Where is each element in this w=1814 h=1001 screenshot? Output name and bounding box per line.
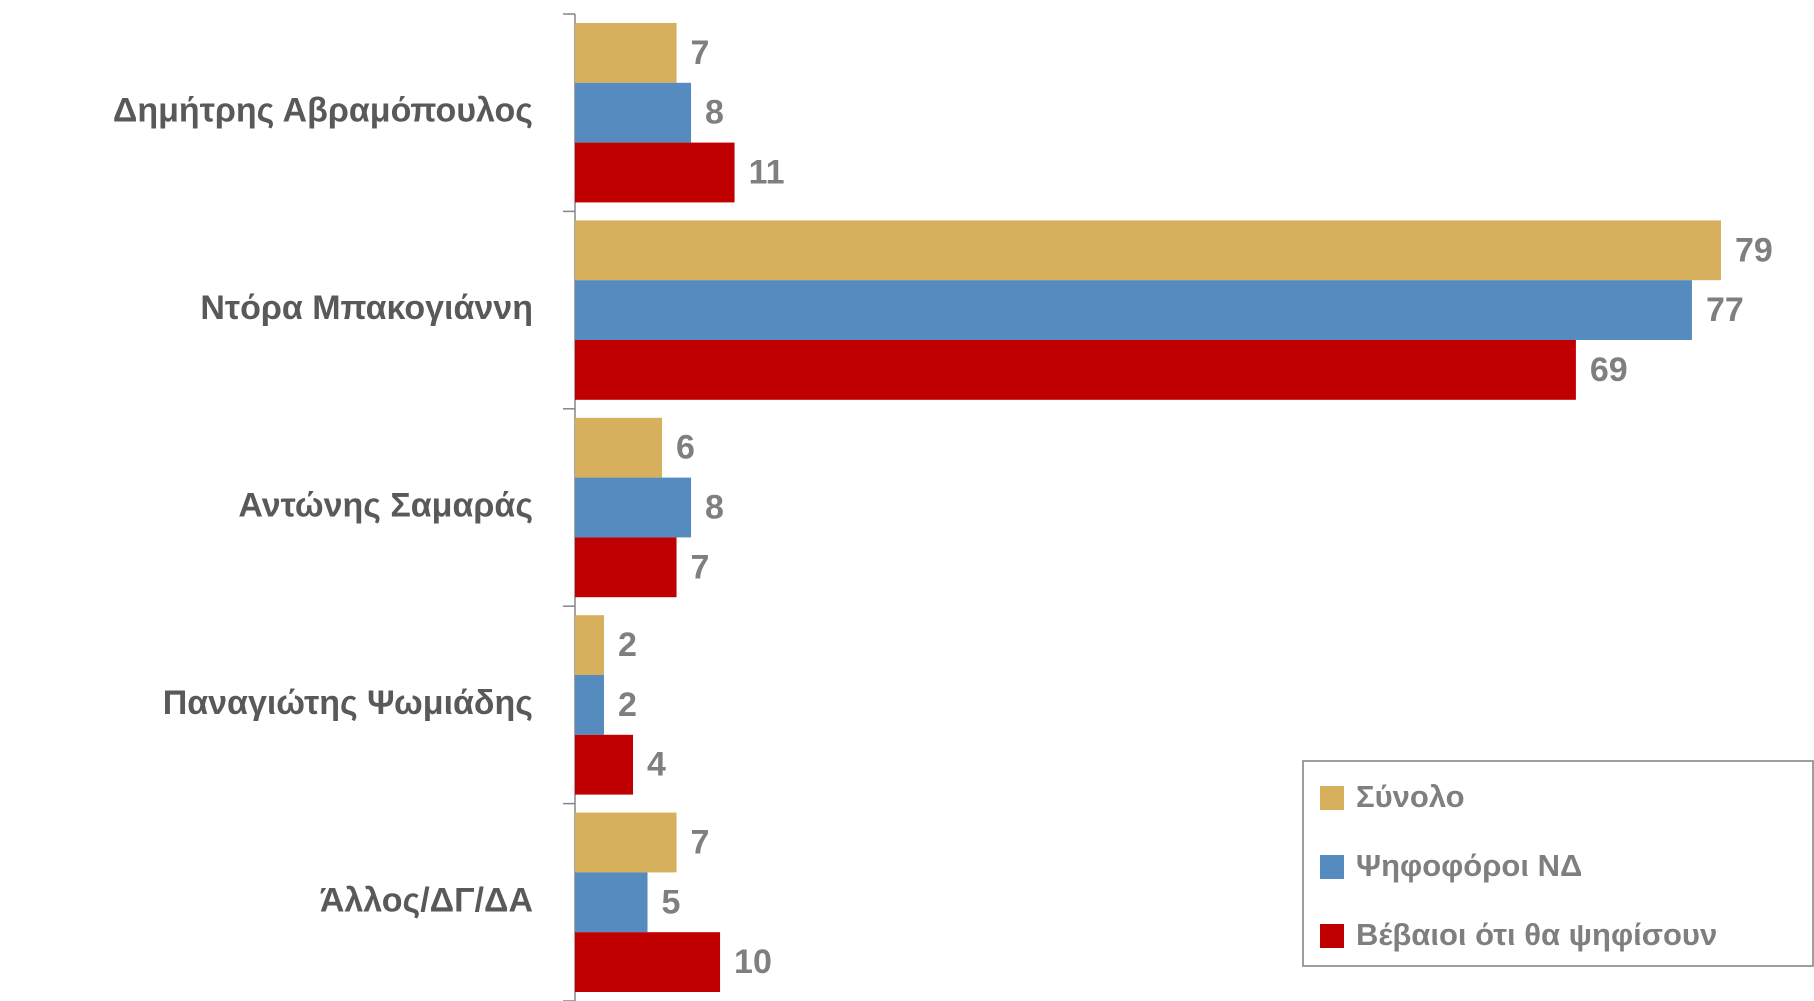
value-label: 77 bbox=[1706, 291, 1744, 329]
bar bbox=[575, 23, 677, 83]
category-label: Παναγιώτης Ψωμιάδης bbox=[163, 684, 533, 722]
bar bbox=[575, 280, 1692, 340]
category-label: Ντόρα Μπακογιάννη bbox=[200, 289, 533, 327]
bar bbox=[575, 220, 1721, 281]
bar bbox=[575, 82, 692, 143]
value-label: 79 bbox=[1735, 231, 1773, 269]
bar bbox=[575, 477, 692, 538]
value-label: 2 bbox=[618, 626, 637, 664]
value-label: 2 bbox=[618, 686, 637, 724]
legend-swatch bbox=[1320, 855, 1344, 879]
value-label: 4 bbox=[647, 746, 666, 784]
bar bbox=[575, 142, 735, 203]
bar bbox=[575, 675, 605, 735]
value-label: 7 bbox=[691, 34, 710, 72]
bar bbox=[575, 872, 648, 933]
value-label: 5 bbox=[662, 883, 681, 921]
bar bbox=[575, 812, 677, 873]
category-label: Αντώνης Σαμαράς bbox=[238, 486, 533, 524]
value-label: 6 bbox=[676, 429, 695, 467]
bar bbox=[575, 340, 1576, 400]
value-label: 7 bbox=[691, 548, 710, 586]
bar bbox=[575, 417, 663, 478]
legend-swatch bbox=[1320, 924, 1344, 948]
category-label: Δημήτρης Αβραμόπουλος bbox=[113, 92, 533, 130]
value-label: 11 bbox=[749, 153, 785, 191]
bar bbox=[575, 615, 605, 675]
value-label: 69 bbox=[1590, 351, 1628, 389]
value-label: 10 bbox=[734, 943, 772, 981]
bar bbox=[575, 734, 634, 795]
category-label: Άλλος/ΔΓ/ΔΑ bbox=[320, 881, 533, 919]
value-label: 8 bbox=[705, 94, 724, 132]
bar bbox=[575, 932, 721, 992]
legend-label: Ψηφοφόροι ΝΔ bbox=[1356, 848, 1582, 883]
value-label: 8 bbox=[705, 488, 724, 526]
legend-box bbox=[1302, 760, 1814, 967]
legend-label: Σύνολο bbox=[1356, 779, 1465, 814]
legend-swatch bbox=[1320, 786, 1344, 810]
value-label: 7 bbox=[691, 823, 710, 861]
bar bbox=[575, 537, 677, 598]
legend-label: Βέβαιοι ότι θα ψηφίσουν bbox=[1356, 917, 1717, 952]
